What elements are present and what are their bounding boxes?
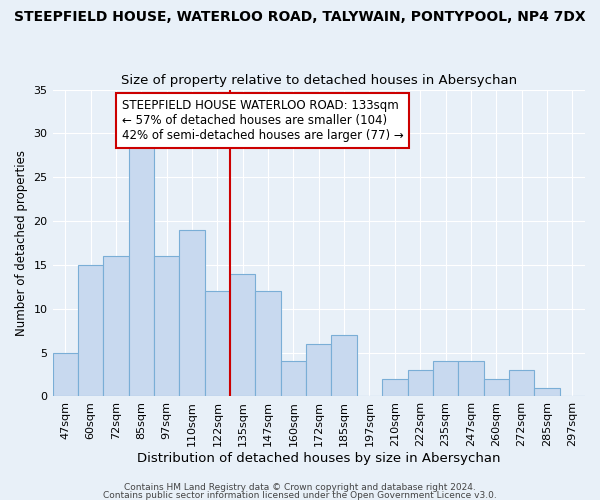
Bar (458, 362, 484, 396)
Bar (407, 370, 433, 396)
Bar (205, 291, 230, 397)
Bar (154, 256, 179, 396)
Text: STEEPFIELD HOUSE, WATERLOO ROAD, TALYWAIN, PONTYPOOL, NP4 7DX: STEEPFIELD HOUSE, WATERLOO ROAD, TALYWAI… (14, 10, 586, 24)
Bar (230, 274, 256, 396)
Bar (53, 352, 78, 397)
X-axis label: Distribution of detached houses by size in Abersychan: Distribution of detached houses by size … (137, 452, 500, 465)
Text: STEEPFIELD HOUSE WATERLOO ROAD: 133sqm
← 57% of detached houses are smaller (104: STEEPFIELD HOUSE WATERLOO ROAD: 133sqm ←… (122, 99, 404, 142)
Title: Size of property relative to detached houses in Abersychan: Size of property relative to detached ho… (121, 74, 517, 87)
Y-axis label: Number of detached properties: Number of detached properties (15, 150, 28, 336)
Text: Contains HM Land Registry data © Crown copyright and database right 2024.: Contains HM Land Registry data © Crown c… (124, 484, 476, 492)
Bar (382, 379, 407, 396)
Bar (281, 362, 306, 396)
Bar (509, 370, 534, 396)
Bar (256, 291, 281, 397)
Bar (433, 362, 458, 396)
Bar (179, 230, 205, 396)
Bar (534, 388, 560, 396)
Bar (78, 265, 103, 396)
Text: Contains public sector information licensed under the Open Government Licence v3: Contains public sector information licen… (103, 491, 497, 500)
Bar (484, 379, 509, 396)
Bar (306, 344, 331, 397)
Bar (128, 142, 154, 397)
Bar (103, 256, 128, 396)
Bar (331, 335, 357, 396)
